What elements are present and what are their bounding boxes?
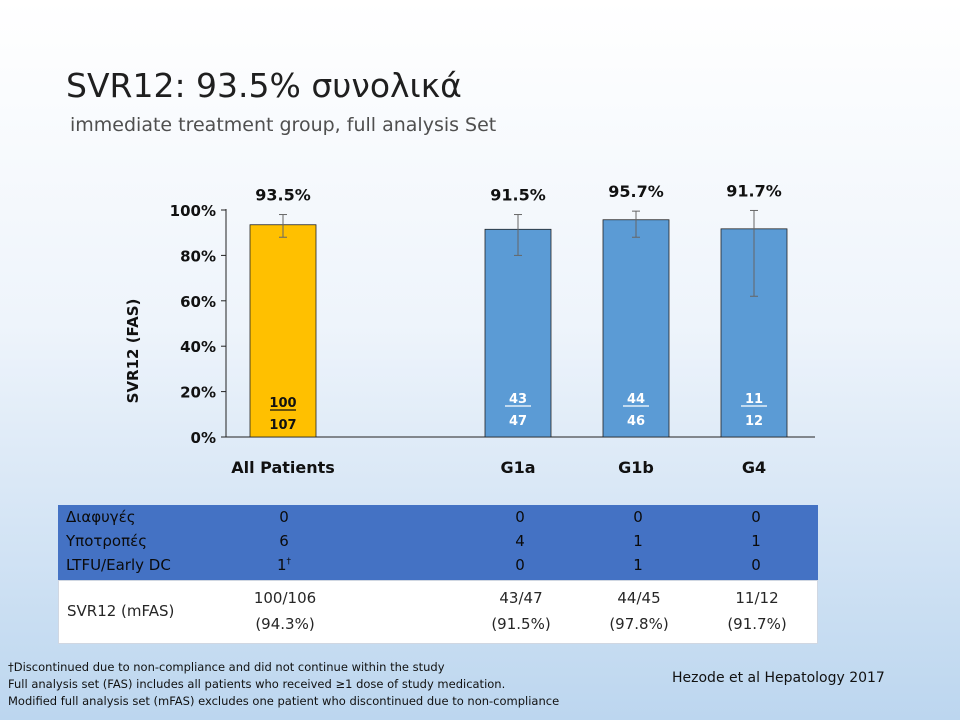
mfas-g4-pct: (91.7%)	[727, 615, 787, 633]
cell-all-breakthrough: 0	[279, 508, 289, 526]
mfas-g1a-pct: (91.5%)	[491, 615, 551, 633]
row-label-breakthrough: Διαφυγές	[66, 508, 136, 526]
y-tick-label: 80%	[180, 247, 216, 265]
outcomes-table-mfas: SVR12 (mFAS) 100/106 (94.3%) 43/47 (91.5…	[58, 580, 818, 644]
cell-g1b-breakthrough: 0	[633, 508, 643, 526]
mfas-g1b-frac: 44/45	[617, 589, 661, 607]
row-label-relapse: Υποτροπές	[66, 532, 148, 550]
outcomes-table-top: Διαφυγές Υποτροπές LTFU/Early DC 0 6 1† …	[58, 505, 818, 580]
y-tick-label: 20%	[180, 384, 216, 402]
slide-title: SVR12: 93.5% συνολικά	[66, 66, 462, 105]
y-tick-label: 40%	[180, 338, 216, 356]
x-category-label: G4	[742, 458, 766, 477]
bar	[484, 228, 552, 438]
svr12-bar-chart: 0% 20% 40% 60% 80% 100% SVR12 (FAS) 93.5% 100 107…	[124, 181, 815, 477]
bar	[249, 224, 317, 438]
cell-g1a-relapse: 4	[515, 532, 525, 550]
citation: Hezode et al Hepatology 2017	[672, 670, 885, 686]
bar-value-label: 91.5%	[490, 186, 546, 205]
y-tick-label: 100%	[170, 202, 216, 220]
bar-denominator: 46	[627, 414, 645, 429]
cell-g4-ltfu: 0	[751, 556, 761, 574]
mfas-g4-frac: 11/12	[735, 589, 779, 607]
bar-numerator: 100	[269, 396, 296, 411]
cell-g4-breakthrough: 0	[751, 508, 761, 526]
cell-g1a-breakthrough: 0	[515, 508, 525, 526]
cell-g1a-ltfu: 0	[515, 556, 525, 574]
row-label-ltfu: LTFU/Early DC	[66, 556, 171, 574]
bar-value-label: 93.5%	[255, 186, 311, 205]
footnote-3: Modified full analysis set (mFAS) exclud…	[8, 694, 560, 708]
footnote-1: †Discontinued due to non-compliance and …	[8, 660, 445, 674]
y-axis-label: SVR12 (FAS)	[124, 299, 142, 404]
x-category-label: G1b	[618, 458, 654, 477]
bar-value-label: 95.7%	[608, 182, 664, 201]
bar-denominator: 107	[269, 418, 296, 433]
footnote-2: Full analysis set (FAS) includes all pat…	[8, 677, 506, 691]
footnotes: †Discontinued due to non-compliance and …	[8, 659, 559, 710]
bar-denominator: 47	[509, 414, 527, 429]
dagger-mark: †	[286, 557, 292, 567]
bar	[602, 219, 670, 438]
bar-denominator: 12	[745, 414, 763, 429]
cell-g1b-ltfu: 1	[633, 556, 643, 574]
bar-numerator: 11	[745, 392, 763, 407]
mfas-all-pct: (94.3%)	[255, 615, 315, 633]
cell-all-relapse: 6	[279, 532, 289, 550]
mfas-g1a-frac: 43/47	[499, 589, 543, 607]
y-tick-label: 0%	[191, 429, 216, 447]
y-tick-label: 60%	[180, 293, 216, 311]
cell-g4-relapse: 1	[751, 532, 761, 550]
bar-numerator: 43	[509, 392, 527, 407]
mfas-all-frac: 100/106	[253, 589, 317, 607]
cell-g1b-relapse: 1	[633, 532, 643, 550]
x-category-label: G1a	[500, 458, 535, 477]
mfas-g1b-pct: (97.8%)	[609, 615, 669, 633]
x-category-label: All Patients	[231, 458, 335, 477]
bar-value-label: 91.7%	[726, 181, 782, 200]
cell-all-ltfu: 1†	[276, 556, 292, 574]
bar-numerator: 44	[627, 392, 645, 407]
row-label-mfas: SVR12 (mFAS)	[67, 602, 175, 620]
slide-subtitle: immediate treatment group, full analysis…	[70, 114, 497, 136]
